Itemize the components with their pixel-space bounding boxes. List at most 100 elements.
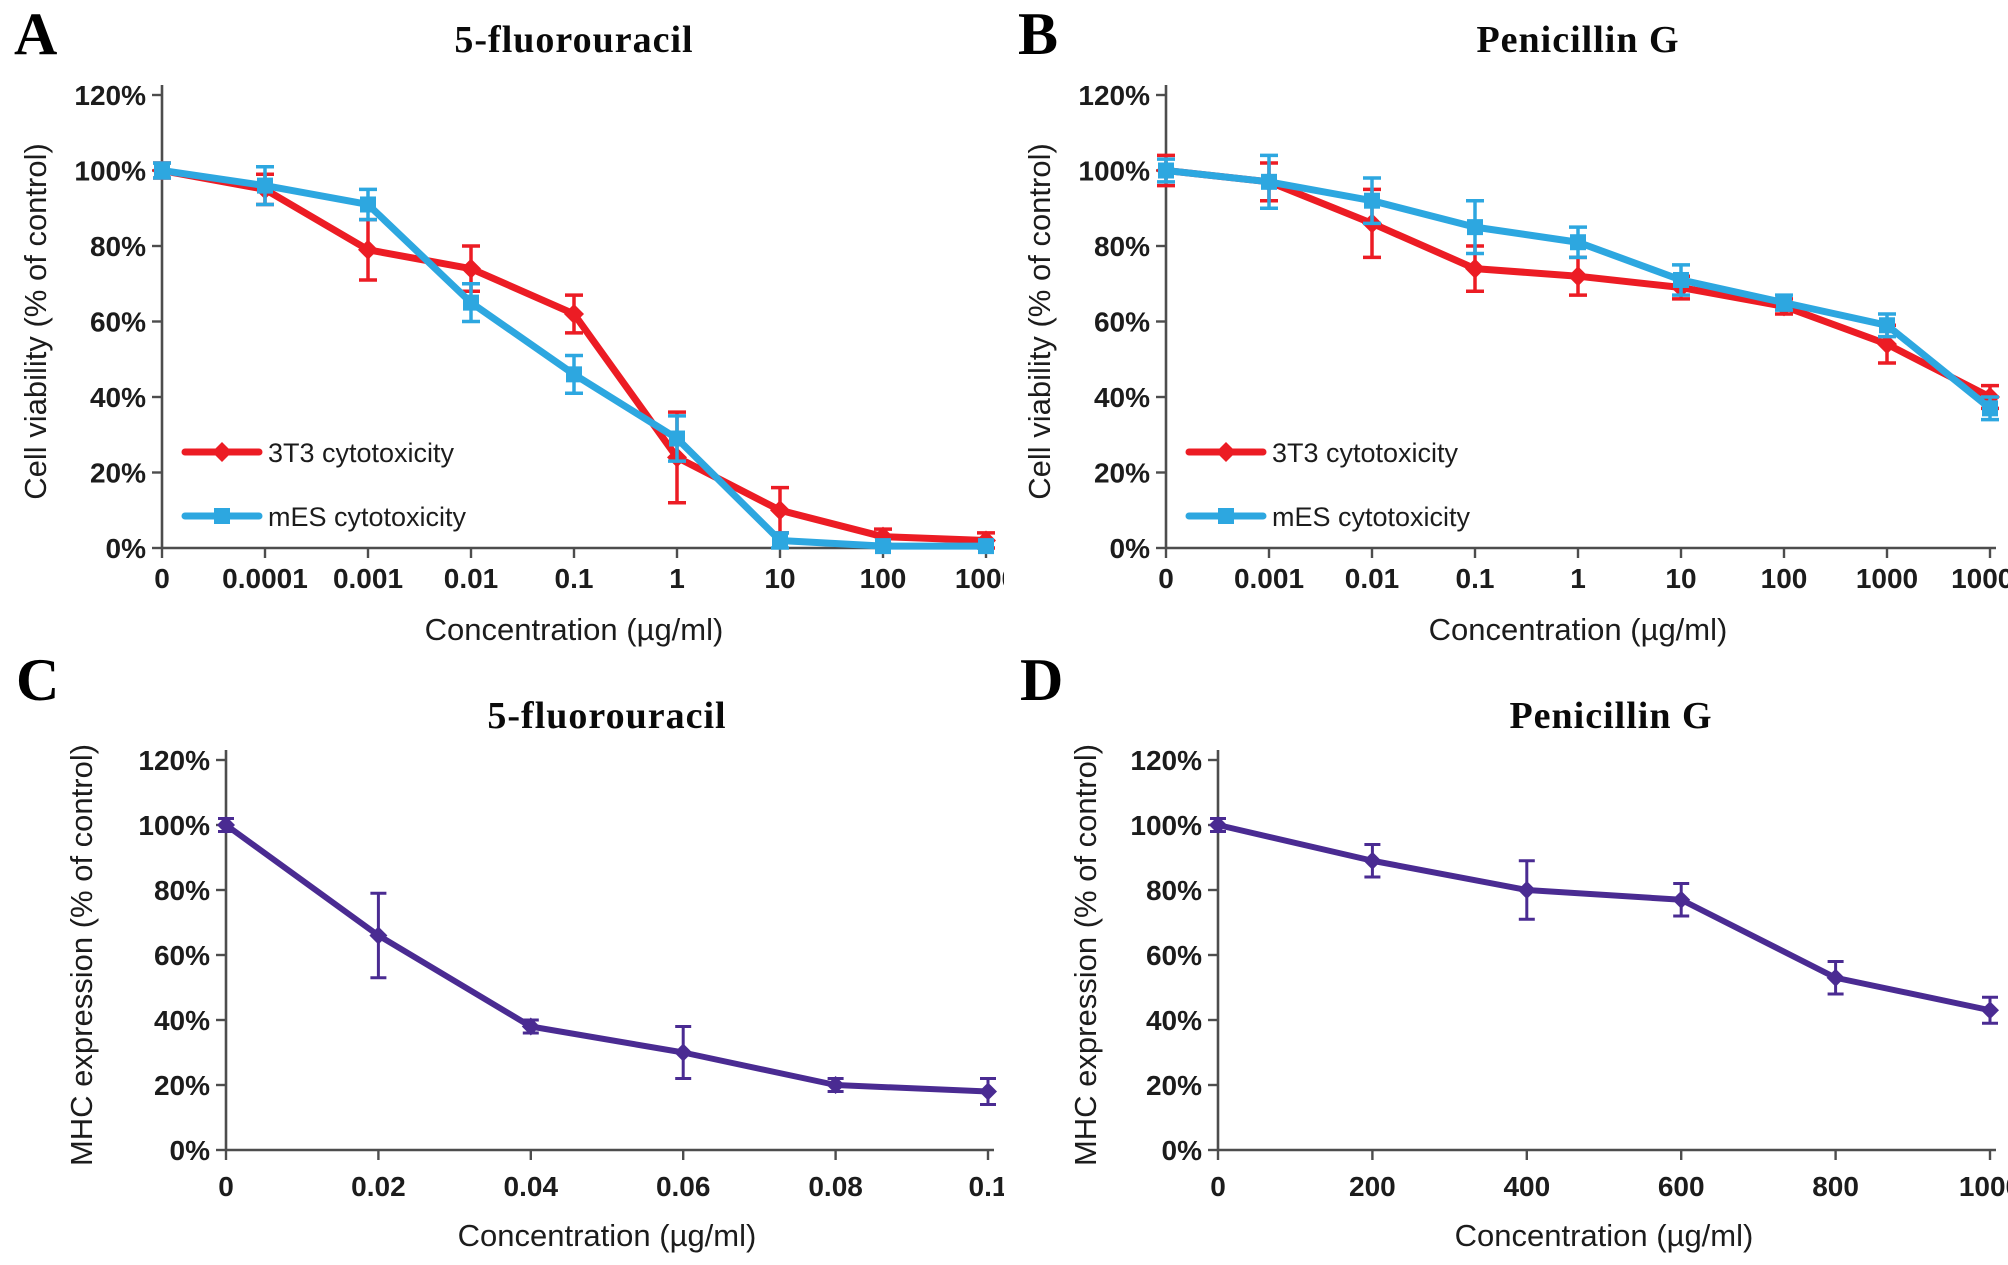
panel-a-letter: A [14,1,58,67]
x-tick-label: 0.001 [1234,563,1304,594]
legend: 3T3 cytotoxicity mES cytotoxicity [181,438,467,532]
x-tick-label: 10 [764,563,795,594]
panel-d-chart: 0% 20% 40% 60% 80% 100% 120% 0 200 400 600 800 1000 C… [1004,648,2008,1265]
x-axis-title: Concentration (µg/ml) [458,1218,757,1253]
data-point-marker [1673,271,1689,288]
x-tick-label: 0.01 [1345,563,1400,594]
x-tick-label: 1 [669,563,685,594]
x-axis-title: Concentration (µg/ml) [425,612,724,647]
y-tick-label: 120% [1078,80,1150,111]
x-tick-label: 10 [1665,563,1696,594]
data-point-marker [1982,400,1998,417]
y-axis-title: Cell viability (% of control) [1022,143,1057,500]
data-point-marker [521,1017,540,1036]
data-point-marker [770,500,790,521]
x-tick-label: 0.06 [656,1171,711,1202]
y-tick-label: 60% [90,307,146,338]
panel-c: C 5-fluorouracil 0% 20% 40% 60% 80% 100% 120% 0… [0,648,1004,1265]
y-tick-label: 120% [138,745,210,776]
panel-d-letter: D [1020,647,1064,713]
legend-marker [1218,508,1234,524]
data-point-marker [564,303,584,324]
data-point-marker [1826,968,1845,987]
x-tick-label: 0.1 [969,1171,1004,1202]
panel-a-title: 5-fluorouracil [454,19,694,61]
x-tick-label: 400 [1503,1171,1550,1202]
x-tick-label: 10000 [1951,563,2008,594]
data-point-marker [257,177,273,194]
panel-b-letter: B [1018,1,1059,67]
y-tick-label: 80% [1094,231,1150,262]
panel-b-title: Penicillin G [1476,19,1680,61]
y-tick-label: 20% [1094,458,1150,489]
y-tick-label: 100% [74,156,146,187]
panel-c-chart: 0% 20% 40% 60% 80% 100% 120% 0 0.02 0.04 0.06 0.08 0… [0,648,1004,1265]
x-tick-label: 0.08 [808,1171,863,1202]
y-tick-label: 20% [154,1070,210,1101]
legend: 3T3 cytotoxicity mES cytotoxicity [1185,438,1471,532]
y-tick-label: 100% [138,810,210,841]
data-point-marker [674,1043,693,1062]
x-tick-label: 0.1 [555,563,594,594]
data-point-marker [1517,881,1536,899]
data-point-marker [358,239,378,260]
data-point-marker [826,1076,845,1094]
legend-label: 3T3 cytotoxicity [1272,438,1459,468]
panel-a: A 5-fluorouracil 0% 20% 40% 60% 80% 100% 120% 0… [0,0,1004,648]
data-point-marker [1467,219,1483,236]
data-point-marker [978,538,994,555]
x-tick-label: 1000 [1856,563,1918,594]
x-tick-label: 1000 [1959,1171,2008,1202]
y-tick-label: 100% [1078,156,1150,187]
x-tick-label: 600 [1658,1171,1705,1202]
panel-d-title: Penicillin G [1509,695,1713,737]
legend-label: mES cytotoxicity [268,502,467,532]
data-point-marker [1465,258,1485,279]
legend-marker [214,508,230,524]
data-point-marker [772,532,788,549]
data-point-marker [1363,851,1382,870]
x-tick-label: 0.04 [504,1171,559,1202]
y-tick-label: 0% [1162,1135,1203,1166]
data-point-marker [1209,816,1227,834]
y-tick-label: 0% [106,533,147,564]
y-tick-label: 40% [1146,1005,1202,1036]
y-tick-label: 60% [154,940,210,971]
y-tick-label: 100% [1130,810,1202,841]
data-point-marker [1364,192,1380,209]
series-line [1215,822,1993,1014]
legend-label: 3T3 cytotoxicity [268,438,455,468]
legend-label: mES cytotoxicity [1272,502,1471,532]
data-point-marker [1877,334,1897,355]
data-point-marker [1672,890,1691,909]
x-tick-label: 0 [1210,1171,1226,1202]
x-tick-label: 100 [860,563,907,594]
x-axis-title: Concentration (µg/ml) [1429,612,1728,647]
data-point-marker [1261,173,1277,190]
x-tick-label: 0 [1158,563,1174,594]
data-point-marker [217,816,235,834]
x-axis-title: Concentration (µg/ml) [1455,1218,1754,1253]
y-tick-label: 60% [1146,940,1202,971]
panel-a-svg: 0% 20% 40% 60% 80% 100% 120% 0 0.0001 0.001 0.01 0.… [18,80,1004,647]
data-point-marker [875,538,891,555]
x-tick-label: 0.02 [351,1171,406,1202]
y-tick-label: 120% [1130,745,1202,776]
panel-c-title: 5-fluorouracil [487,695,727,737]
data-point-marker [1879,317,1895,334]
legend-marker [1216,442,1236,462]
y-axis-title: MHC expression (% of control) [1068,744,1103,1166]
data-point-marker [566,366,582,383]
data-point-marker [369,926,388,945]
panel-b-chart: 0% 20% 40% 60% 80% 100% 120% 0 0.001 0.01 0.1 1 10 10… [1004,0,2008,648]
y-tick-label: 80% [90,231,146,262]
data-point-marker [360,196,376,213]
x-tick-label: 800 [1812,1171,1859,1202]
series-line [223,822,991,1095]
y-tick-label: 60% [1094,307,1150,338]
data-point-marker [979,1082,997,1101]
panel-c-letter: C [16,647,60,713]
data-point-marker [1158,162,1174,179]
data-point-marker [1981,1001,1999,1020]
